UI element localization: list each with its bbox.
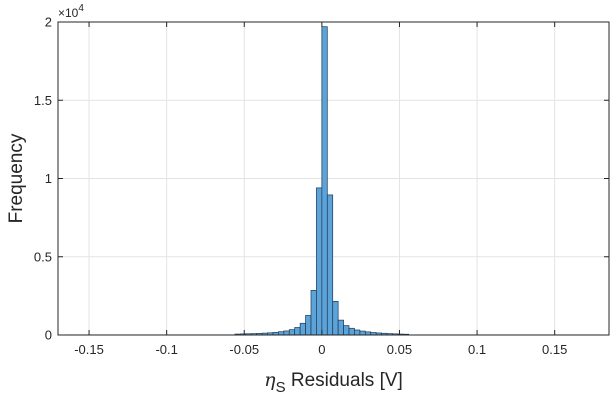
- axis-ticks: [58, 21, 609, 336]
- x-axis-label: ηS Residuals [V]: [264, 369, 403, 395]
- y-tick-label: 1: [45, 171, 52, 186]
- histogram-bar: [288, 329, 296, 336]
- histogram-bar: [348, 327, 355, 336]
- x-tick-label: -0.1: [155, 342, 177, 357]
- y-tick-labels: 0 0.5 1 1.5 2: [34, 15, 52, 343]
- histogram-bar: [343, 325, 350, 336]
- x-tick-label: -0.05: [229, 342, 259, 357]
- histogram-bar: [310, 290, 317, 336]
- histogram-bar: [337, 319, 344, 336]
- y-exponent-power: 4: [78, 3, 84, 14]
- histogram-bar: [305, 315, 312, 336]
- x-tick-label: -0.15: [74, 342, 104, 357]
- y-tick-label: 0: [45, 328, 52, 343]
- y-tick-label: 0.5: [34, 249, 52, 264]
- y-tick-label: 2: [45, 15, 52, 30]
- x-label-text: Residuals [V]: [286, 370, 403, 391]
- x-label-symbol: η: [264, 369, 276, 391]
- histogram-bar: [326, 194, 334, 336]
- y-axis-label: Frequency: [6, 133, 27, 223]
- histogram-bar: [321, 26, 328, 336]
- x-tick-label: 0.1: [468, 342, 486, 357]
- histogram-bar: [294, 327, 301, 336]
- y-tick-label: 1.5: [34, 93, 52, 108]
- histogram-bar: [283, 330, 290, 336]
- x-tick-label: 0.15: [542, 342, 567, 357]
- x-tick-labels: -0.15 -0.1 -0.05 0 0.05 0.1 0.15: [74, 342, 567, 357]
- histogram-bar: [359, 330, 366, 336]
- histogram-bar: [316, 187, 323, 336]
- x-tick-label: 0: [318, 342, 325, 357]
- histogram-bar: [354, 329, 361, 336]
- y-axis-exponent: ×104: [58, 3, 84, 20]
- histogram-bar: [299, 322, 306, 336]
- y-exponent-base: ×10: [58, 6, 79, 20]
- histogram-bars: [234, 26, 410, 336]
- x-label-subscript: S: [276, 379, 286, 395]
- histogram-bar: [332, 301, 339, 336]
- grid: [58, 21, 609, 336]
- x-tick-label: 0.05: [387, 342, 412, 357]
